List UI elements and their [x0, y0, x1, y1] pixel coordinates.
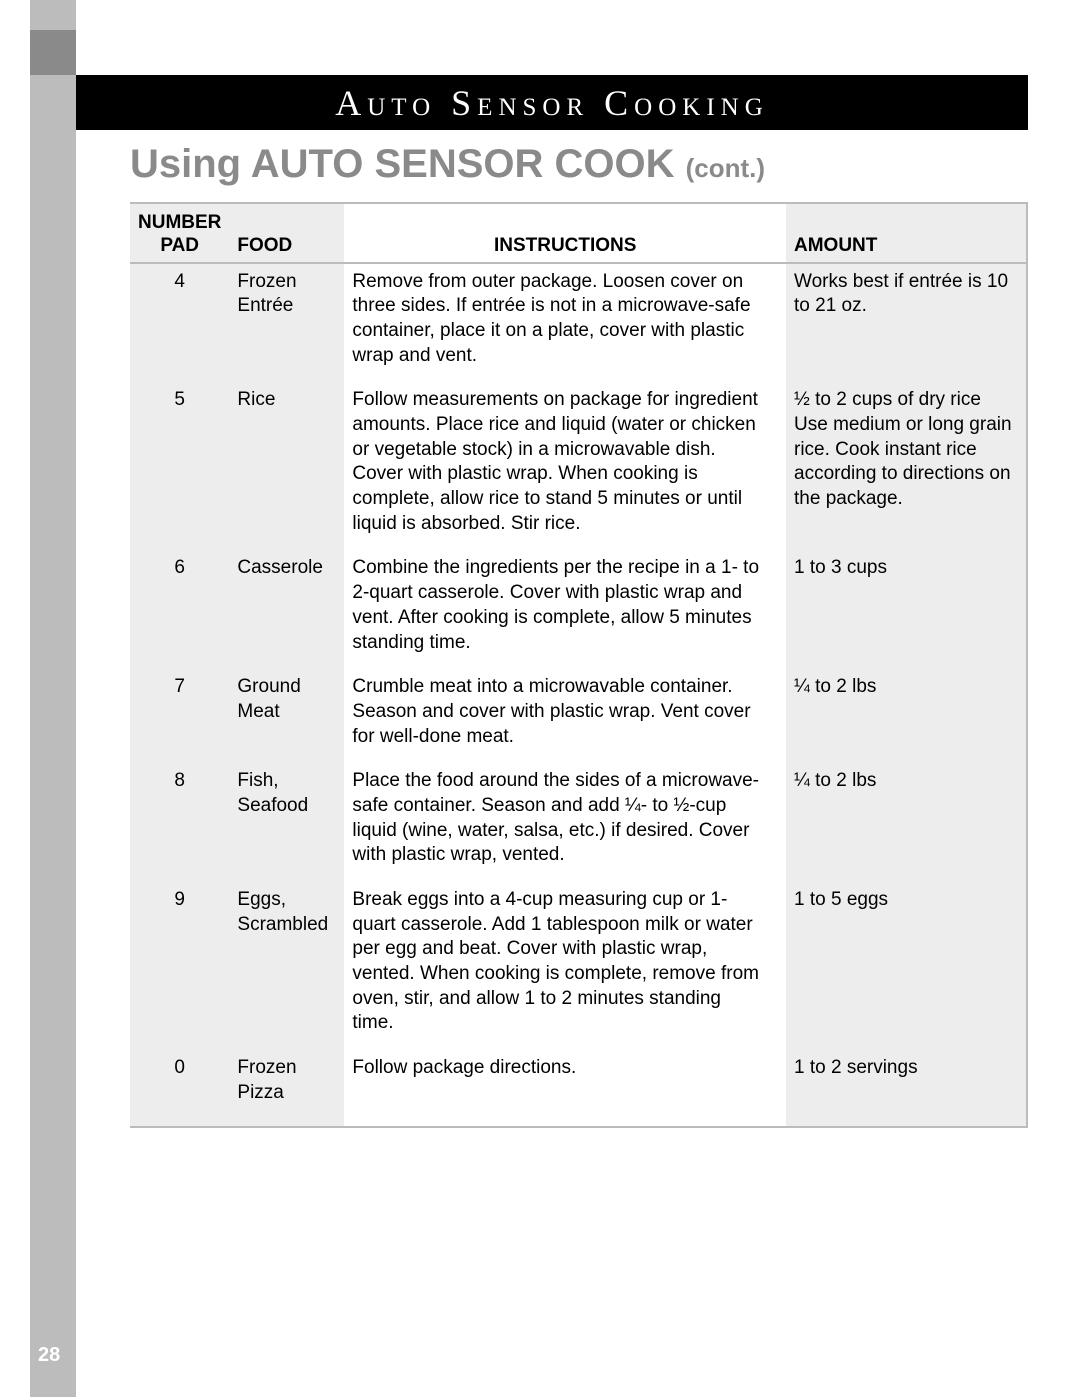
cell-instructions: Place the food around the sides of a mic… [344, 763, 786, 882]
cell-pad: 4 [130, 263, 229, 383]
subtitle-main: Using AUTO SENSOR COOK [130, 142, 675, 186]
col-header-pad: NUMBERPAD [130, 204, 229, 263]
table-row: 6 Casserole Combine the ingredients per … [130, 550, 1026, 669]
cell-instructions: Crumble meat into a microwavable contain… [344, 669, 786, 763]
cell-instructions: Combine the ingredients per the recipe i… [344, 550, 786, 669]
cell-amount: ½ to 2 cups of dry rice Use medium or lo… [786, 382, 1026, 550]
cell-amount: ¼ to 2 lbs [786, 763, 1026, 882]
cooking-table: NUMBERPAD FOOD INSTRUCTIONS AMOUNT 4 Fro… [130, 204, 1026, 1126]
cell-pad: 0 [130, 1050, 229, 1125]
table-row: 0 Frozen Pizza Follow package directions… [130, 1050, 1026, 1125]
cell-instructions: Remove from outer package. Loosen cover … [344, 263, 786, 383]
cell-pad: 7 [130, 669, 229, 763]
cooking-table-wrap: NUMBERPAD FOOD INSTRUCTIONS AMOUNT 4 Fro… [130, 202, 1028, 1128]
cell-food: Eggs, Scrambled [229, 882, 344, 1050]
cell-instructions: Break eggs into a 4-cup measuring cup or… [344, 882, 786, 1050]
table-header-row: NUMBERPAD FOOD INSTRUCTIONS AMOUNT [130, 204, 1026, 263]
cell-food: Ground Meat [229, 669, 344, 763]
cell-instructions: Follow measurements on package for ingre… [344, 382, 786, 550]
table-row: 5 Rice Follow measurements on package fo… [130, 382, 1026, 550]
table-row: 9 Eggs, Scrambled Break eggs into a 4-cu… [130, 882, 1026, 1050]
cell-food: Casserole [229, 550, 344, 669]
page-number: 28 [38, 1344, 60, 1367]
col-header-food: FOOD [229, 204, 344, 263]
cell-pad: 9 [130, 882, 229, 1050]
cell-food: Frozen Entrée [229, 263, 344, 383]
cell-food: Rice [229, 382, 344, 550]
cell-food: Fish, Seafood [229, 763, 344, 882]
banner: Auto Sensor Cooking [76, 75, 1028, 130]
cell-pad: 5 [130, 382, 229, 550]
table-row: 8 Fish, Seafood Place the food around th… [130, 763, 1026, 882]
cell-amount: 1 to 3 cups [786, 550, 1026, 669]
cell-amount: 1 to 2 servings [786, 1050, 1026, 1125]
cell-pad: 6 [130, 550, 229, 669]
page-subtitle: Using AUTO SENSOR COOK (cont.) [130, 142, 765, 187]
cell-instructions: Follow package directions. [344, 1050, 786, 1125]
table-row: 4 Frozen Entrée Remove from outer packag… [130, 263, 1026, 383]
side-strip [30, 0, 76, 1397]
col-header-amount: AMOUNT [786, 204, 1026, 263]
col-header-instructions: INSTRUCTIONS [344, 204, 786, 263]
table-row: 7 Ground Meat Crumble meat into a microw… [130, 669, 1026, 763]
cell-food: Frozen Pizza [229, 1050, 344, 1125]
cell-amount: 1 to 5 eggs [786, 882, 1026, 1050]
cell-amount: Works best if entrée is 10 to 21 oz. [786, 263, 1026, 383]
banner-title: Auto Sensor Cooking [335, 82, 769, 124]
subtitle-suffix: (cont.) [686, 153, 765, 183]
cell-pad: 8 [130, 763, 229, 882]
cell-amount: ¼ to 2 lbs [786, 669, 1026, 763]
side-tab [30, 30, 76, 75]
